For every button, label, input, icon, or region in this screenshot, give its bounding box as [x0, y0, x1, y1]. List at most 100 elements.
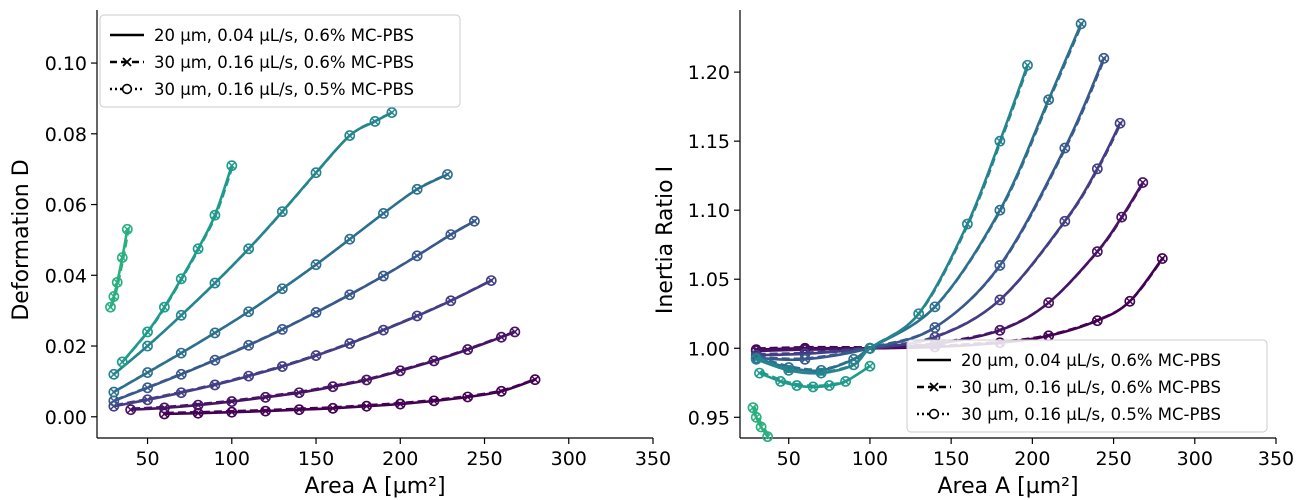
- inertia-ratio-panel: 50 100 150 200 250 300 350 0.95 1.00 1.05 1.10 1.15…: [688, 10, 1294, 470]
- data-point-x: [345, 290, 354, 299]
- data-point-x: [261, 393, 270, 402]
- data-point-circle: [823, 380, 835, 391]
- data-point-circle: [327, 381, 339, 393]
- x-tick-label: 100: [852, 448, 888, 470]
- data-point-x: [362, 402, 371, 411]
- data-point-x: [109, 387, 118, 397]
- data-point-circle: [799, 353, 811, 365]
- data-point-circle: [121, 223, 133, 235]
- data-point-circle: [754, 367, 765, 379]
- series-line-dashed: [757, 63, 1031, 374]
- data-point-x: [995, 137, 1004, 146]
- data-point-circle: [310, 167, 322, 179]
- data-point-circle: [125, 404, 137, 416]
- data-point-x: [1060, 217, 1069, 226]
- data-point-x: [379, 209, 388, 218]
- data-point-circle: [243, 306, 255, 318]
- data-point-x: [995, 326, 1004, 335]
- legend-frame: [99, 14, 461, 108]
- y-axis-label: Inertia Ratio I: [653, 166, 678, 314]
- data-point-x: [345, 131, 354, 140]
- data-point-circle: [495, 331, 507, 343]
- legend-label: 30 µm, 0.16 µL/s, 0.5% MC-PBS: [961, 405, 1221, 424]
- data-point-x: [1115, 119, 1125, 128]
- data-point-circle: [775, 375, 787, 387]
- data-point-x: [261, 407, 270, 416]
- data-point-x: [963, 219, 972, 229]
- data-point-x: [379, 271, 388, 281]
- data-point-x: [1158, 254, 1167, 263]
- data-point-circle: [243, 370, 255, 382]
- data-point-circle: [158, 301, 170, 313]
- x-tick-label: 350: [635, 448, 671, 470]
- data-point-x: [311, 351, 321, 360]
- data-point-circle: [158, 402, 170, 414]
- data-point-circle: [807, 381, 819, 393]
- data-point-x: [160, 403, 169, 413]
- data-point-circle: [864, 360, 876, 372]
- data-point-x: [177, 370, 186, 379]
- data-point-circle: [913, 308, 925, 320]
- data-point-x: [497, 333, 506, 342]
- data-point-circle: [747, 402, 759, 414]
- data-point-circle: [445, 295, 457, 307]
- x-tick-label: 50: [135, 448, 159, 470]
- data-point-circle: [209, 354, 221, 366]
- data-point-x: [792, 381, 801, 390]
- data-point-circle: [226, 396, 238, 407]
- data-point-circle: [378, 324, 389, 336]
- data-point-circle: [394, 365, 406, 377]
- data-point-circle: [411, 250, 423, 262]
- data-point-x: [530, 375, 540, 384]
- legend-label: 30 µm, 0.16 µL/s, 0.6% MC-PBS: [961, 378, 1221, 397]
- data-point-circle: [755, 421, 767, 433]
- data-point-circle: [226, 406, 238, 418]
- legend: 20 µm, 0.04 µL/s, 0.6% MC-PBS 30 µm, 0.16…: [99, 14, 461, 108]
- data-point-circle: [192, 407, 204, 419]
- data-point-circle: [994, 204, 1006, 216]
- data-point-circle: [327, 402, 339, 414]
- data-point-x: [995, 206, 1004, 215]
- data-point-x: [345, 235, 354, 244]
- data-point-circle: [994, 260, 1006, 271]
- data-point-x: [865, 344, 875, 353]
- data-point-circle: [1114, 117, 1126, 129]
- data-point-x: [1138, 178, 1147, 187]
- data-point-x: [210, 356, 220, 365]
- data-point-x: [244, 307, 253, 316]
- data-point-x: [118, 357, 127, 367]
- data-point-x: [429, 356, 439, 365]
- data-point-circle: [783, 364, 795, 376]
- data-point-x: [825, 381, 834, 390]
- data-point-circle: [344, 233, 356, 245]
- data-point-x: [227, 161, 236, 170]
- data-point-x: [210, 380, 220, 390]
- series-line-dashed: [114, 219, 477, 401]
- data-point-circle: [260, 391, 271, 403]
- legend-marker-circle: [928, 408, 940, 420]
- x-axis-label: Area A [µm²]: [304, 474, 445, 499]
- data-point-x: [177, 349, 186, 358]
- data-point-x: [463, 392, 472, 402]
- series-line: [754, 257, 1164, 351]
- y-tick-label: 1.10: [688, 200, 730, 222]
- data-point-circle: [762, 431, 774, 443]
- data-point-circle: [1124, 295, 1136, 307]
- data-point-x: [1044, 298, 1053, 307]
- data-point-x: [429, 396, 439, 405]
- data-point-circle: [142, 394, 153, 406]
- y-tick-label: 0.02: [45, 336, 87, 358]
- data-point-x: [193, 409, 203, 418]
- data-point-circle: [469, 215, 480, 227]
- data-point-x: [413, 311, 422, 321]
- data-point-circle: [175, 347, 187, 359]
- data-point-circle: [1043, 94, 1055, 106]
- data-point-circle: [108, 291, 120, 302]
- data-point-x: [311, 168, 321, 177]
- data-point-x: [995, 261, 1004, 270]
- data-point-x: [865, 362, 875, 371]
- data-point-x: [113, 278, 122, 287]
- data-point-circle: [994, 135, 1006, 147]
- data-point-circle: [175, 387, 187, 399]
- data-point-circle: [293, 404, 305, 416]
